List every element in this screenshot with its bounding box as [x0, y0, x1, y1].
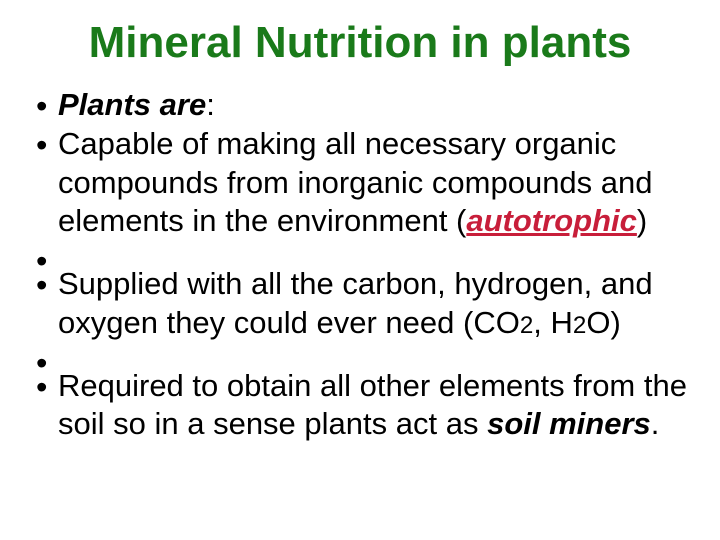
bullet-list: Plants are: Capable of making all necess…	[30, 86, 690, 444]
bullet-item: Supplied with all the carbon, hydrogen, …	[30, 265, 690, 343]
spacer	[30, 343, 690, 367]
bullet-item: Capable of making all necessary organic …	[30, 125, 690, 241]
bullet-item: Required to obtain all other elements fr…	[30, 367, 690, 445]
text: .	[651, 406, 660, 441]
bold-italic-text: Plants are	[58, 87, 206, 122]
subscript: 2	[573, 312, 586, 339]
subscript: 2	[520, 312, 533, 339]
bullet-item: Plants are:	[30, 86, 690, 125]
slide-title: Mineral Nutrition in plants	[30, 18, 690, 68]
bold-italic-text: soil miners	[487, 406, 651, 441]
text: O)	[586, 305, 620, 340]
text: )	[637, 203, 647, 238]
text: :	[206, 87, 215, 122]
text: , H	[533, 305, 573, 340]
spacer	[30, 241, 690, 265]
highlight-autotrophic: autotrophic	[466, 203, 637, 238]
